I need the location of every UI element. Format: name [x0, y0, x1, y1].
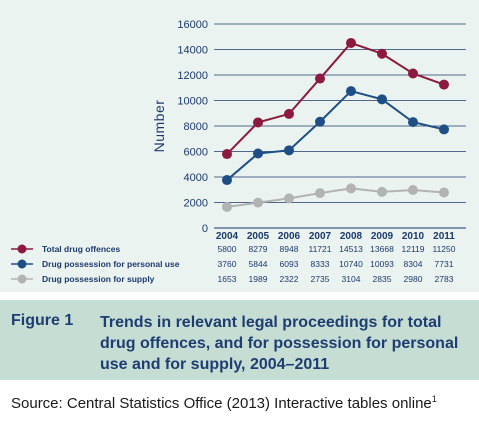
data-point [253, 148, 263, 159]
table-value: 1989 [249, 274, 268, 284]
table-value: 7731 [435, 259, 454, 269]
y-tick-label: 0 [202, 223, 208, 235]
legend-swatch-marker [17, 259, 27, 269]
table-value: 8333 [311, 259, 330, 269]
table-value: 1653 [218, 274, 237, 284]
source-text: Source: Central Statistics Office (2013)… [11, 395, 432, 412]
data-point [377, 186, 387, 197]
table-value: 8279 [249, 244, 268, 254]
y-tick-label: 4000 [184, 172, 208, 184]
data-point [284, 108, 294, 119]
y-tick-label: 16000 [177, 19, 208, 31]
x-tick-label: 2010 [402, 231, 425, 242]
chart-panel: 0 2000 4000 6000 8000 10000 12000 14000 16000 Num… [0, 0, 479, 292]
x-tick-label: 2007 [309, 231, 332, 242]
legend-label: Drug possession for supply [42, 274, 155, 284]
source-note: Source: Central Statistics Office (2013)… [11, 389, 471, 414]
line-chart: 0 2000 4000 6000 8000 10000 12000 14000 16000 Num… [11, 19, 466, 284]
x-tick-label: 2006 [278, 231, 301, 242]
table-value: 2735 [311, 274, 330, 284]
table-value: 3104 [342, 274, 361, 284]
x-tick-label: 2004 [216, 231, 239, 242]
table-value: 6093 [280, 259, 299, 269]
table-value: 14513 [339, 244, 363, 254]
table-value: 12119 [401, 244, 424, 254]
data-point [315, 188, 325, 199]
y-tick-label: 12000 [177, 70, 208, 82]
y-tick-label: 8000 [184, 121, 208, 133]
data-point [346, 37, 356, 48]
data-point [222, 149, 232, 160]
y-axis-label: Number [151, 100, 167, 153]
x-tick-label: 2011 [433, 231, 455, 242]
data-point [408, 117, 418, 128]
figure-label: Figure 1 [11, 312, 74, 329]
y-tick-label: 6000 [184, 147, 208, 159]
data-point [222, 201, 232, 212]
x-tick-label: 2005 [247, 231, 270, 242]
data-point [315, 73, 325, 84]
data-point [408, 185, 418, 196]
data-point [408, 68, 418, 79]
x-tick-label: 2008 [340, 231, 363, 242]
data-point [253, 117, 263, 128]
data-point [284, 145, 294, 156]
table-value: 2322 [280, 274, 299, 284]
table-value: 8948 [280, 244, 299, 254]
series-line-2 [226, 187, 445, 208]
series-line-0 [226, 41, 445, 155]
data-point [377, 48, 387, 59]
table-value: 10093 [370, 259, 394, 269]
legend-label: Total drug offences [42, 244, 121, 254]
figure-caption: Trends in relevant legal proceedings for… [100, 314, 459, 373]
y-tick-label: 10000 [177, 96, 208, 108]
legend-swatch-marker [17, 244, 27, 254]
data-point [346, 183, 356, 194]
series-line-1 [226, 89, 445, 181]
legend-label: Drug possession for personal use [42, 259, 180, 269]
table-value: 5800 [218, 244, 237, 254]
table-value: 5844 [249, 259, 268, 269]
table-value: 3760 [218, 259, 237, 269]
table-value: 11721 [308, 244, 331, 254]
data-point [284, 193, 294, 204]
data-point [439, 187, 449, 198]
data-point [439, 124, 449, 135]
y-tick-label: 2000 [184, 198, 208, 210]
table-value: 11250 [432, 244, 455, 254]
data-point [315, 116, 325, 127]
table-value: 8304 [404, 259, 423, 269]
data-point [253, 197, 263, 208]
data-point [346, 86, 356, 97]
table-value: 2835 [373, 274, 392, 284]
caption-panel: Figure 1 Trends in relevant legal procee… [0, 300, 479, 380]
table-value: 2980 [404, 274, 423, 284]
y-tick-label: 14000 [177, 45, 208, 57]
table-value: 10740 [339, 259, 363, 269]
data-point [377, 94, 387, 105]
table-value: 13668 [370, 244, 394, 254]
data-point [222, 175, 232, 186]
table-value: 2783 [435, 274, 454, 284]
source-footnote: 1 [431, 394, 437, 404]
x-tick-label: 2009 [371, 231, 394, 242]
legend-swatch-marker [17, 274, 27, 284]
data-point [439, 79, 449, 90]
